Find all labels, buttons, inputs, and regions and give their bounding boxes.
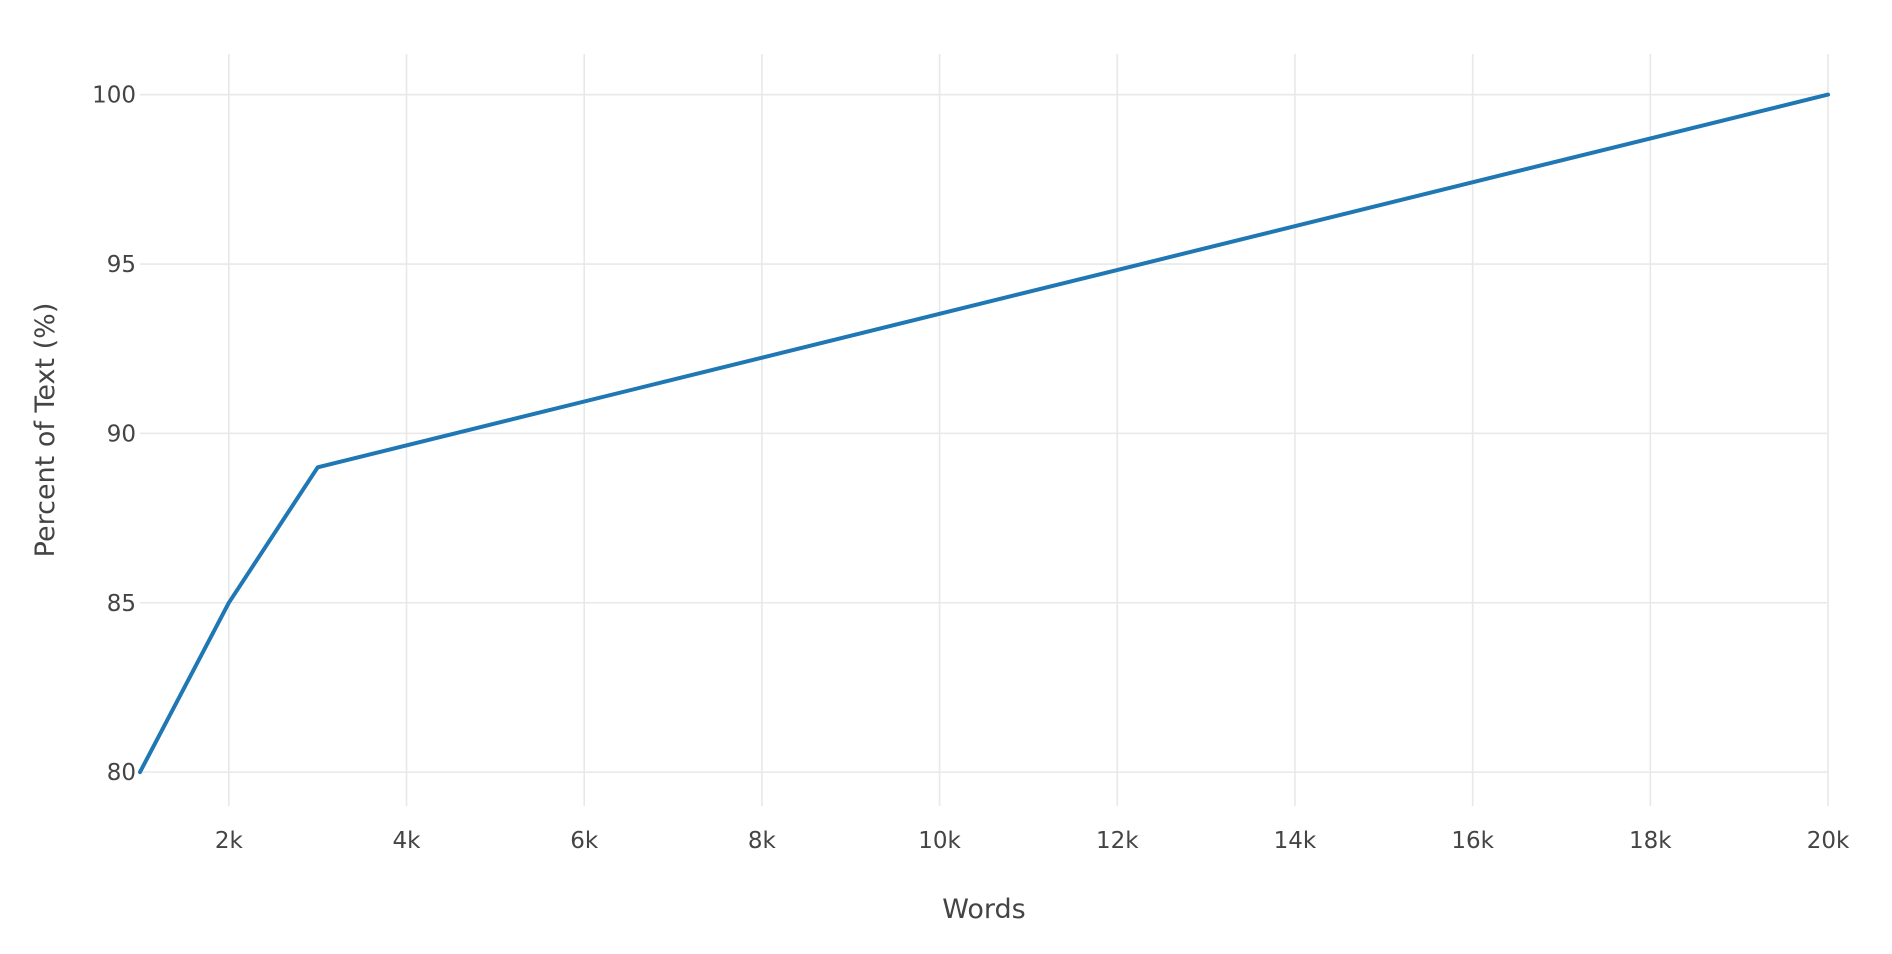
grid <box>140 54 1829 806</box>
x-tick-label: 6k <box>570 828 599 854</box>
y-tick-label: 85 <box>107 591 136 617</box>
x-tick-label: 10k <box>918 828 961 854</box>
x-tick-label: 20k <box>1807 828 1850 854</box>
x-tick-label: 4k <box>393 828 422 854</box>
y-tick-label: 100 <box>92 83 136 109</box>
x-tick-label: 16k <box>1451 828 1494 854</box>
x-tick-label: 8k <box>748 828 777 854</box>
x-tick-label: 12k <box>1096 828 1139 854</box>
y-tick-label: 90 <box>107 421 136 447</box>
y-tick-label: 95 <box>107 252 136 278</box>
y-tick-label: 80 <box>107 760 136 786</box>
x-axis-title: Words <box>942 894 1025 925</box>
x-tick-label: 2k <box>215 828 244 854</box>
y-axis-ticks: 80 85 90 95 100 <box>92 83 136 786</box>
x-axis-ticks: 2k 4k 6k 8k 10k 12k 14k 16k 18k 20k <box>215 828 1850 854</box>
series-layer <box>138 92 1830 775</box>
x-tick-label: 14k <box>1274 828 1317 854</box>
y-axis-title: Percent of Text (%) <box>30 303 61 558</box>
x-tick-label: 18k <box>1629 828 1672 854</box>
series-line <box>138 92 1830 775</box>
